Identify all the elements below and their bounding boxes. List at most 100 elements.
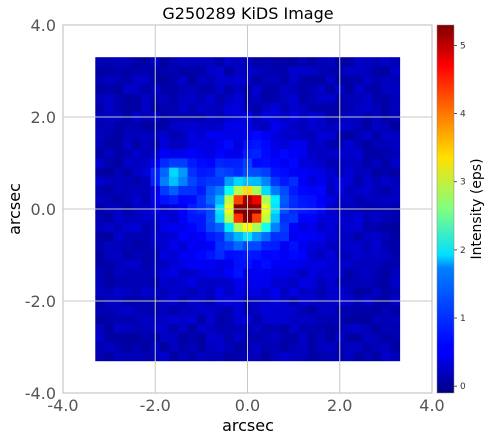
heatmap-cell bbox=[381, 130, 391, 141]
heatmap-cell bbox=[233, 130, 244, 141]
heatmap-cell bbox=[233, 314, 244, 325]
heatmap-cell bbox=[132, 186, 142, 196]
heatmap-cell bbox=[390, 75, 401, 86]
heatmap-cell bbox=[233, 149, 244, 159]
heatmap-cell bbox=[362, 351, 373, 362]
heatmap-cell bbox=[196, 94, 207, 104]
heatmap-cell bbox=[178, 75, 188, 86]
heatmap-cell bbox=[215, 351, 225, 362]
heatmap-cell bbox=[261, 140, 271, 150]
heatmap-cell bbox=[178, 314, 188, 325]
heatmap-cell bbox=[316, 140, 327, 150]
heatmap-cell bbox=[261, 305, 271, 316]
heatmap-cell bbox=[159, 314, 170, 325]
heatmap-cell bbox=[325, 195, 336, 205]
heatmap-cell bbox=[307, 167, 318, 178]
heatmap-cell bbox=[307, 140, 318, 150]
heatmap-cell bbox=[344, 84, 354, 95]
heatmap-cell bbox=[270, 103, 281, 113]
heatmap-cell bbox=[132, 342, 142, 352]
heatmap-cell bbox=[372, 121, 382, 132]
heatmap-cell bbox=[187, 94, 198, 104]
heatmap-cell bbox=[205, 259, 216, 270]
heatmap-cell bbox=[252, 305, 262, 316]
heatmap-cell bbox=[224, 121, 235, 132]
heatmap-cell bbox=[132, 94, 142, 104]
heatmap-cell bbox=[159, 342, 170, 352]
heatmap-cell bbox=[132, 268, 142, 279]
heatmap-cell bbox=[104, 287, 115, 297]
heatmap-cell bbox=[224, 75, 235, 86]
heatmap-cell bbox=[196, 195, 207, 205]
heatmap-cell bbox=[372, 324, 382, 334]
heatmap-cell bbox=[298, 158, 308, 168]
heatmap-cell bbox=[196, 213, 207, 224]
heatmap-cell bbox=[372, 333, 382, 343]
heatmap-cell bbox=[252, 149, 262, 159]
heatmap-cell bbox=[279, 324, 290, 334]
heatmap-cell bbox=[215, 186, 225, 196]
heatmap-cell bbox=[353, 222, 364, 233]
heatmap-cell bbox=[261, 167, 271, 178]
heatmap-cell bbox=[169, 57, 179, 67]
heatmap-cell bbox=[104, 268, 115, 279]
heatmap-cell bbox=[344, 351, 354, 362]
heatmap-cell bbox=[224, 333, 235, 343]
heatmap-cell bbox=[298, 314, 308, 325]
heatmap-cell bbox=[178, 130, 188, 141]
heatmap-cell bbox=[362, 103, 373, 113]
heatmap-cell bbox=[169, 342, 179, 352]
heatmap-cell bbox=[113, 121, 124, 132]
heatmap-cell bbox=[169, 287, 179, 297]
heatmap-cell bbox=[362, 186, 373, 196]
heatmap-cell bbox=[159, 140, 170, 150]
heatmap-cell bbox=[298, 176, 308, 187]
heatmap-cell bbox=[316, 66, 327, 76]
heatmap-cell bbox=[279, 232, 290, 242]
chart-title: G250289 KiDS Image bbox=[162, 4, 333, 23]
heatmap-cell bbox=[289, 241, 299, 251]
heatmap-cell bbox=[261, 333, 271, 343]
x-axis: -4.0 -2.0 0.0 2.0 4.0 bbox=[47, 396, 444, 415]
heatmap-cell bbox=[261, 314, 271, 325]
heatmap-cell bbox=[205, 314, 216, 325]
heatmap-cell bbox=[224, 250, 235, 260]
heatmap-cell bbox=[344, 103, 354, 113]
heatmap-cell bbox=[325, 278, 336, 288]
heatmap-cell bbox=[141, 195, 152, 205]
heatmap-cell bbox=[141, 213, 152, 224]
heatmap-cell bbox=[316, 75, 327, 86]
heatmap-cell bbox=[132, 232, 142, 242]
heatmap-cell bbox=[252, 324, 262, 334]
heatmap-cell bbox=[252, 333, 262, 343]
heatmap-cell bbox=[122, 305, 133, 316]
colorbar-tick-label: 3 bbox=[460, 178, 466, 188]
heatmap-cell bbox=[325, 287, 336, 297]
heatmap-cell bbox=[261, 75, 271, 86]
heatmap-cell bbox=[372, 66, 382, 76]
heatmap-cell bbox=[316, 121, 327, 132]
heatmap-cell bbox=[141, 342, 152, 352]
heatmap-cell bbox=[215, 314, 225, 325]
heatmap-cell bbox=[353, 94, 364, 104]
heatmap-cell bbox=[187, 121, 198, 132]
heatmap-cell bbox=[362, 222, 373, 233]
heatmap-cell bbox=[362, 158, 373, 168]
heatmap-cell bbox=[215, 333, 225, 343]
heatmap-cell bbox=[95, 176, 105, 187]
heatmap-cell bbox=[353, 66, 364, 76]
heatmap-cell bbox=[372, 241, 382, 251]
heatmap-cell bbox=[279, 213, 290, 224]
heatmap-cell bbox=[122, 287, 133, 297]
heatmap-cell bbox=[270, 213, 281, 224]
heatmap-cell bbox=[215, 241, 225, 251]
heatmap-cell bbox=[298, 149, 308, 159]
heatmap-cell bbox=[187, 176, 198, 187]
heatmap-cell bbox=[261, 195, 271, 205]
heatmap-cell bbox=[390, 305, 401, 316]
heatmap-cell bbox=[169, 333, 179, 343]
heatmap-cell bbox=[344, 278, 354, 288]
heatmap-cell bbox=[344, 57, 354, 67]
heatmap-cell bbox=[95, 305, 105, 316]
heatmap-cell bbox=[279, 176, 290, 187]
